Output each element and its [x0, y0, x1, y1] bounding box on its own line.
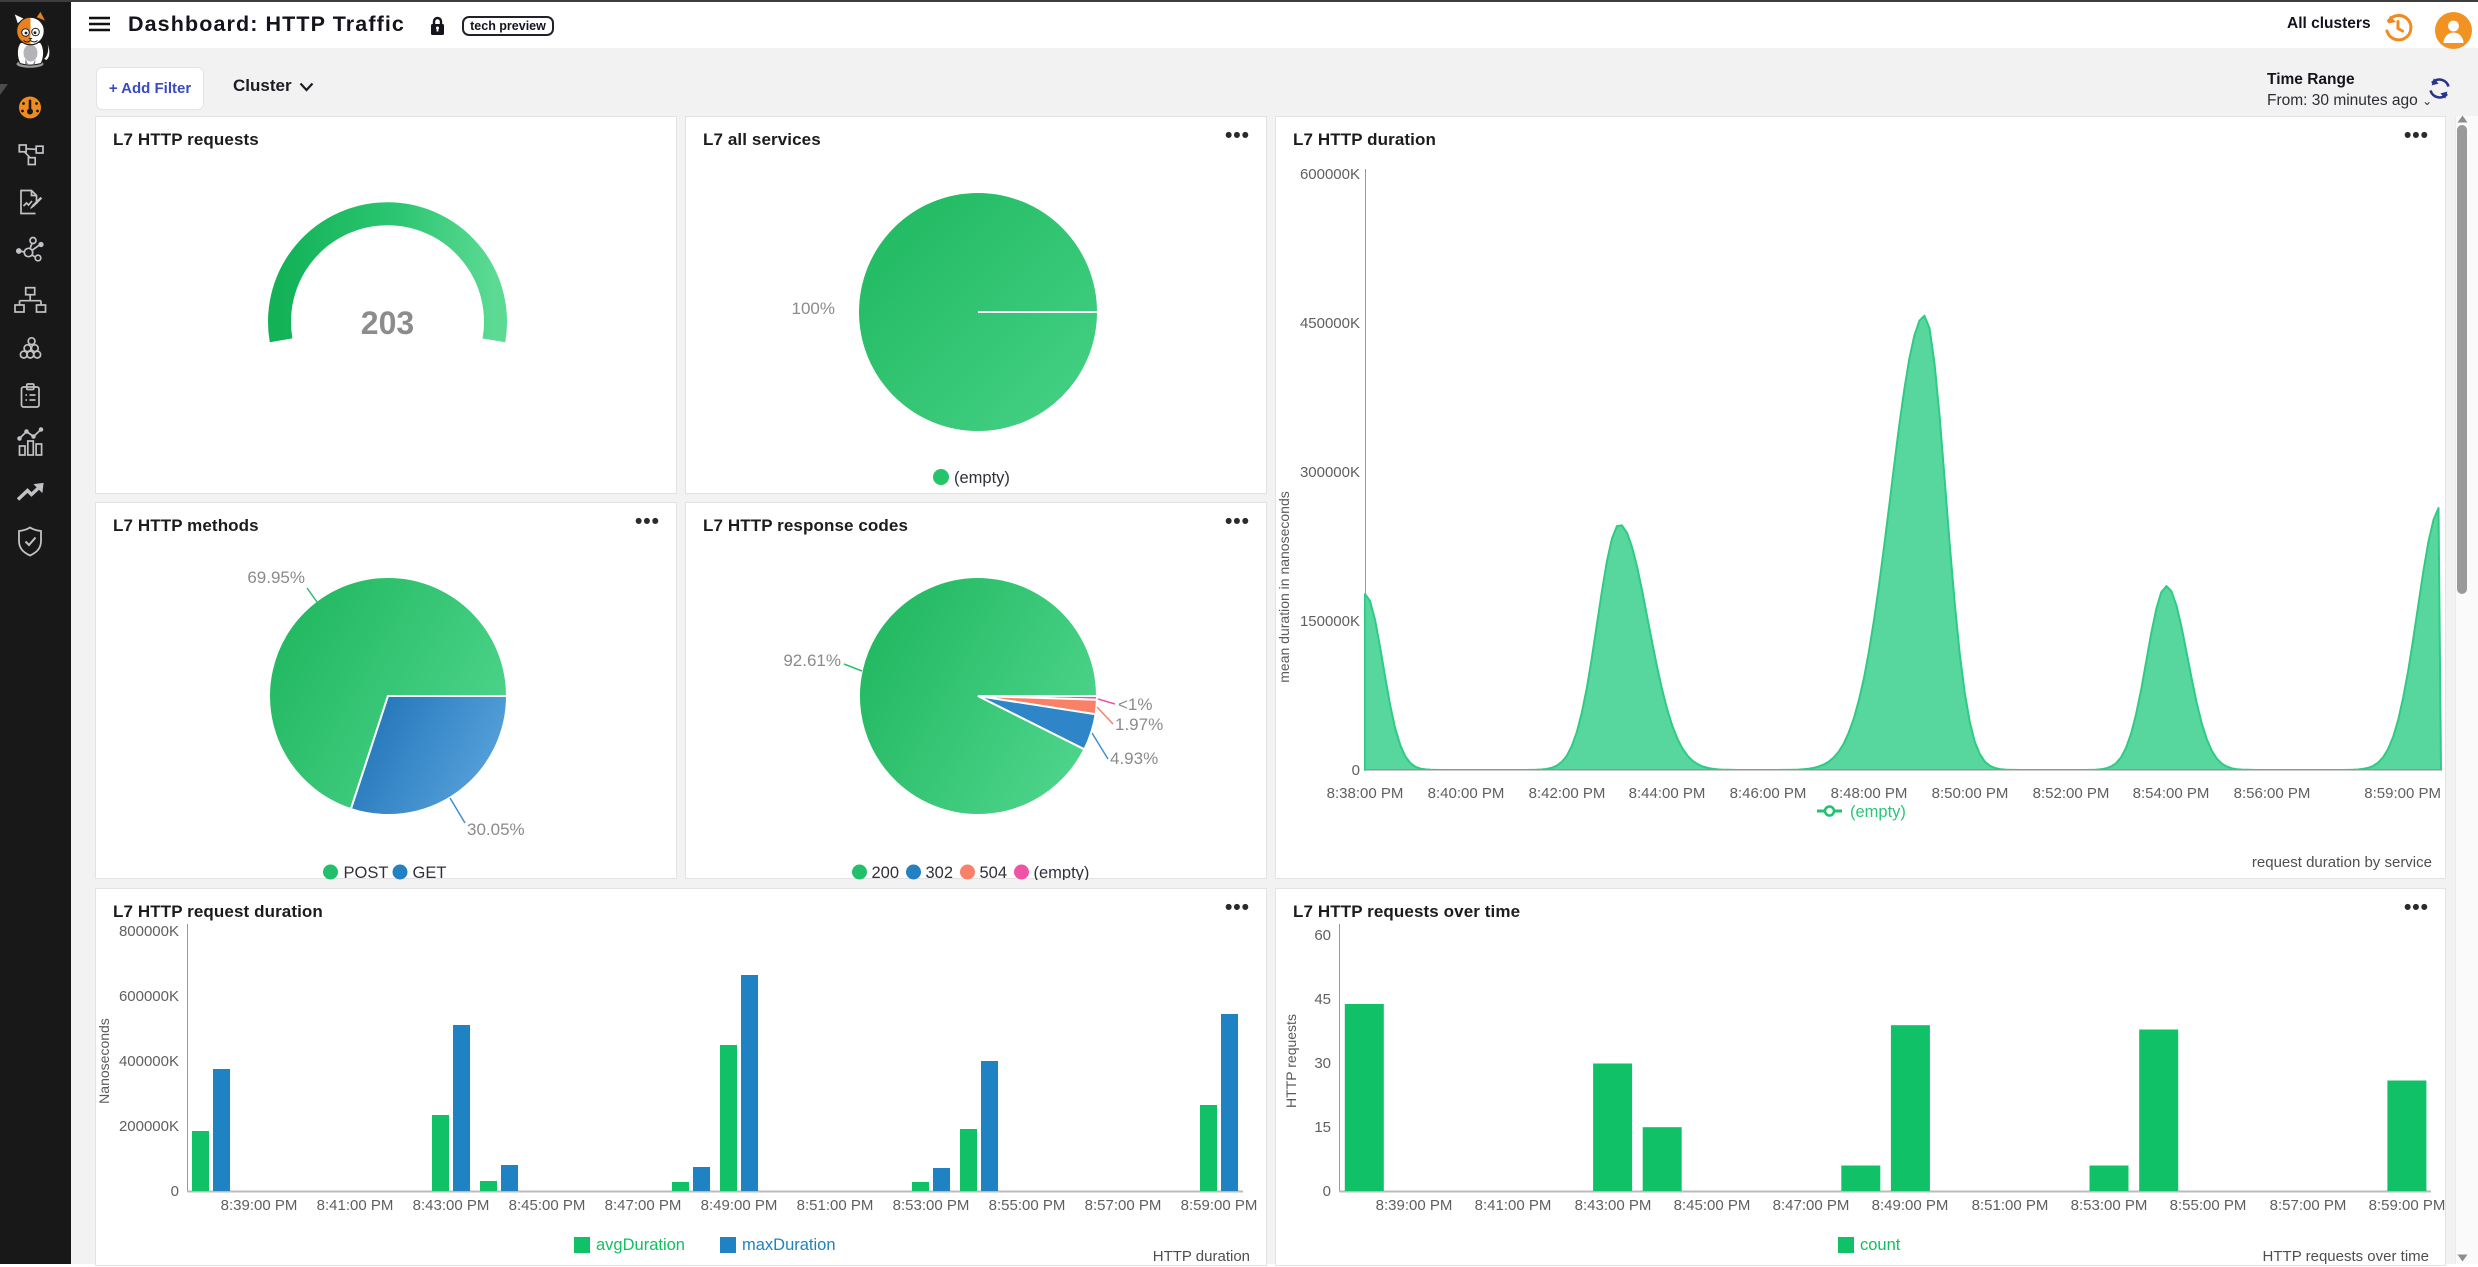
svg-text:GET: GET	[413, 864, 447, 880]
svg-text:8:57:00 PM: 8:57:00 PM	[1085, 1197, 1162, 1214]
svg-text:8:57:00 PM: 8:57:00 PM	[2270, 1197, 2347, 1214]
svg-text:Nanoseconds: Nanoseconds	[96, 1018, 112, 1104]
svg-text:8:53:00 PM: 8:53:00 PM	[2071, 1197, 2148, 1214]
svg-text:8:41:00 PM: 8:41:00 PM	[317, 1197, 394, 1214]
svg-text:4.93%: 4.93%	[1110, 749, 1158, 768]
svg-text:8:43:00 PM: 8:43:00 PM	[413, 1197, 490, 1214]
svg-text:300000K: 300000K	[1300, 464, 1360, 481]
svg-text:mean duration in nanoseconds: mean duration in nanoseconds	[1276, 491, 1292, 682]
svg-text:8:55:00 PM: 8:55:00 PM	[2170, 1197, 2247, 1214]
svg-text:8:47:00 PM: 8:47:00 PM	[605, 1197, 682, 1214]
svg-text:(empty): (empty)	[1034, 864, 1090, 880]
svg-text:30: 30	[1314, 1055, 1331, 1072]
svg-text:69.95%: 69.95%	[247, 568, 305, 587]
svg-text:POST: POST	[344, 864, 389, 880]
svg-text:0: 0	[1323, 1183, 1331, 1200]
svg-text:8:38:00 PM: 8:38:00 PM	[1327, 785, 1404, 802]
svg-text:avgDuration: avgDuration	[596, 1236, 685, 1254]
svg-text:400000K: 400000K	[119, 1053, 179, 1070]
svg-text:count: count	[1860, 1236, 1901, 1254]
svg-text:302: 302	[926, 864, 954, 880]
svg-text:0: 0	[171, 1183, 179, 1200]
svg-text:45: 45	[1314, 991, 1331, 1008]
svg-text:30.05%: 30.05%	[467, 820, 525, 839]
svg-text:200000K: 200000K	[119, 1118, 179, 1135]
svg-text:800000K: 800000K	[119, 923, 179, 940]
svg-text:8:49:00 PM: 8:49:00 PM	[1872, 1197, 1949, 1214]
svg-text:100%: 100%	[792, 299, 835, 318]
svg-text:8:49:00 PM: 8:49:00 PM	[701, 1197, 778, 1214]
svg-text:8:59:00 PM: 8:59:00 PM	[1181, 1197, 1258, 1214]
svg-text:92.61%: 92.61%	[783, 651, 841, 670]
svg-text:8:47:00 PM: 8:47:00 PM	[1773, 1197, 1850, 1214]
svg-text:8:46:00 PM: 8:46:00 PM	[1730, 785, 1807, 802]
svg-text:HTTP requests: HTTP requests	[1283, 1014, 1299, 1108]
svg-text:8:45:00 PM: 8:45:00 PM	[509, 1197, 586, 1214]
svg-text:8:45:00 PM: 8:45:00 PM	[1674, 1197, 1751, 1214]
svg-text:8:44:00 PM: 8:44:00 PM	[1629, 785, 1706, 802]
svg-text:(empty): (empty)	[954, 469, 1010, 487]
svg-text:8:40:00 PM: 8:40:00 PM	[1428, 785, 1505, 802]
svg-text:(empty): (empty)	[1850, 803, 1906, 821]
svg-text:8:39:00 PM: 8:39:00 PM	[221, 1197, 298, 1214]
svg-text:<1%: <1%	[1118, 695, 1153, 714]
svg-text:8:59:00 PM: 8:59:00 PM	[2364, 785, 2441, 802]
svg-text:8:54:00 PM: 8:54:00 PM	[2133, 785, 2210, 802]
svg-text:200: 200	[872, 864, 900, 880]
svg-text:1.97%: 1.97%	[1115, 715, 1163, 734]
svg-text:8:41:00 PM: 8:41:00 PM	[1475, 1197, 1552, 1214]
svg-text:8:42:00 PM: 8:42:00 PM	[1529, 785, 1606, 802]
svg-text:8:43:00 PM: 8:43:00 PM	[1575, 1197, 1652, 1214]
svg-text:15: 15	[1314, 1119, 1331, 1136]
svg-text:504: 504	[980, 864, 1008, 880]
svg-text:60: 60	[1314, 927, 1331, 944]
svg-text:0: 0	[1352, 762, 1360, 779]
svg-text:maxDuration: maxDuration	[742, 1236, 836, 1254]
svg-text:450000K: 450000K	[1300, 315, 1360, 332]
svg-text:600000K: 600000K	[119, 988, 179, 1005]
svg-text:8:51:00 PM: 8:51:00 PM	[797, 1197, 874, 1214]
svg-text:8:55:00 PM: 8:55:00 PM	[989, 1197, 1066, 1214]
svg-text:203: 203	[361, 305, 414, 341]
svg-text:8:50:00 PM: 8:50:00 PM	[1932, 785, 2009, 802]
svg-text:8:56:00 PM: 8:56:00 PM	[2234, 785, 2311, 802]
svg-text:8:48:00 PM: 8:48:00 PM	[1831, 785, 1908, 802]
svg-text:8:59:00 PM: 8:59:00 PM	[2369, 1197, 2446, 1214]
svg-text:8:51:00 PM: 8:51:00 PM	[1972, 1197, 2049, 1214]
svg-text:150000K: 150000K	[1300, 613, 1360, 630]
svg-text:8:52:00 PM: 8:52:00 PM	[2033, 785, 2110, 802]
svg-text:8:53:00 PM: 8:53:00 PM	[893, 1197, 970, 1214]
svg-text:8:39:00 PM: 8:39:00 PM	[1376, 1197, 1453, 1214]
svg-text:600000K: 600000K	[1300, 166, 1360, 183]
